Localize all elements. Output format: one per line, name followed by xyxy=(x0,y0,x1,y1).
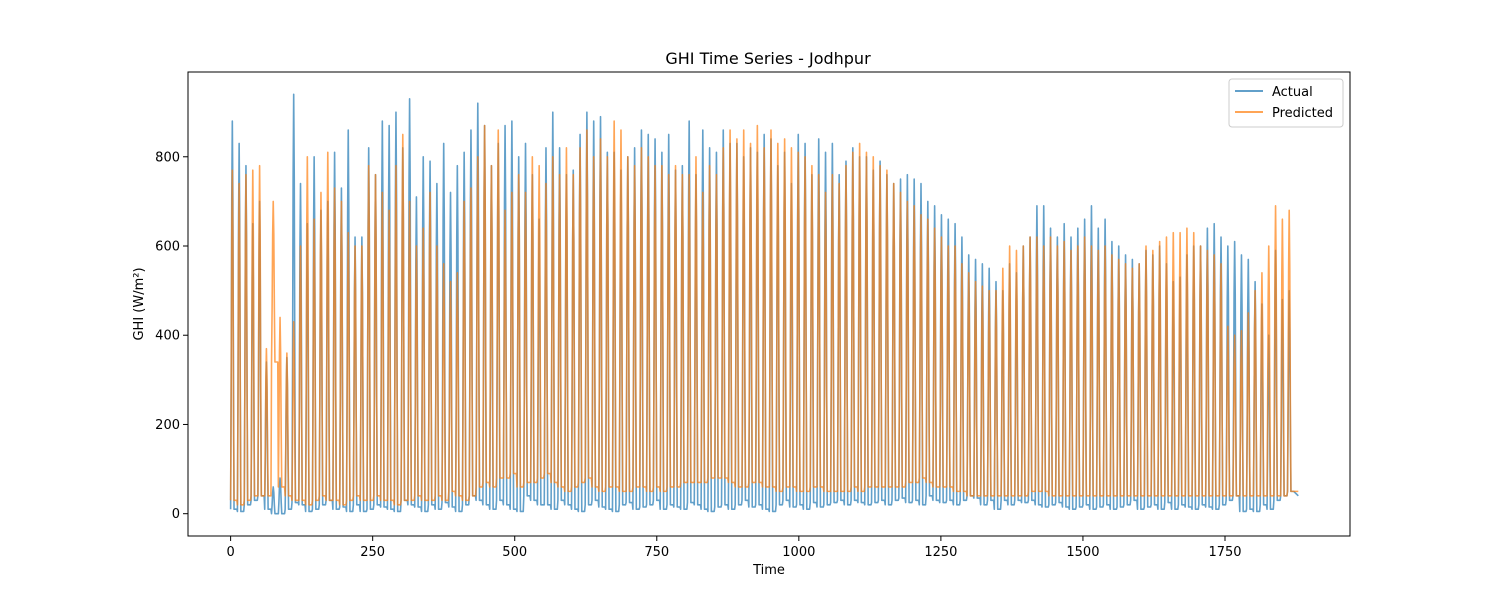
plot-frame xyxy=(187,71,1351,537)
x-tick-label: 0 xyxy=(226,545,234,560)
y-tick-label: 400 xyxy=(155,329,180,344)
y-tick-label: 200 xyxy=(155,418,180,433)
x-tick-label: 1750 xyxy=(1208,545,1241,560)
legend: Actual Predicted xyxy=(1228,78,1344,128)
legend-label-actual: Actual xyxy=(1272,85,1313,100)
x-tick-label: 1250 xyxy=(924,545,957,560)
y-axis-ticks: 0 200 400 600 800 xyxy=(155,150,188,522)
series-line-actual xyxy=(229,93,1299,515)
y-tick-label: 0 xyxy=(172,507,180,522)
x-tick-label: 1500 xyxy=(1066,545,1099,560)
y-tick-label: 800 xyxy=(155,150,180,165)
legend-label-predicted: Predicted xyxy=(1272,106,1333,121)
x-tick-label: 500 xyxy=(502,545,527,560)
x-tick-label: 1000 xyxy=(782,545,815,560)
x-tick-label: 750 xyxy=(644,545,669,560)
series-line-predicted xyxy=(229,120,1299,506)
x-axis-ticks: 0 250 500 750 1000 1250 1500 1750 xyxy=(226,536,1242,560)
series-layer xyxy=(229,93,1299,515)
x-tick-label: 250 xyxy=(360,545,385,560)
chart-title: GHI Time Series - Jodhpur xyxy=(665,49,871,68)
x-axis-label: Time xyxy=(752,563,785,578)
y-axis-label: GHI (W/m²) xyxy=(132,267,147,340)
y-tick-label: 600 xyxy=(155,240,180,255)
